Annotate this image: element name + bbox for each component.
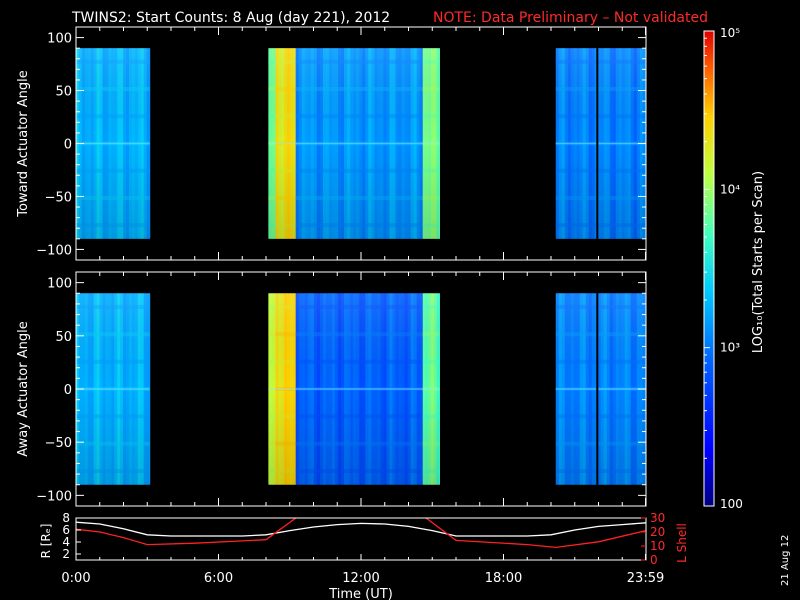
colorbar-tick-label: 10³ xyxy=(720,341,740,355)
y2-tick-label: 30 xyxy=(650,511,665,525)
y-tick-label: 4 xyxy=(62,535,70,549)
y-tick-label: 50 xyxy=(55,330,72,345)
y-tick-label: 100 xyxy=(47,277,72,292)
x-tick-label: 23:59 xyxy=(627,571,664,586)
y2-axis-label: L Shell xyxy=(675,523,689,563)
y-tick-label: 2 xyxy=(62,547,70,561)
y-tick-label: 6 xyxy=(62,523,70,537)
preliminary-note: NOTE: Data Preliminary – Not validated xyxy=(433,10,708,26)
x-tick-label: 6:00 xyxy=(204,571,233,586)
x-tick-label: 0:00 xyxy=(61,571,90,586)
orbit-frame xyxy=(75,517,647,561)
y-tick-label: −50 xyxy=(45,436,72,451)
y-tick-label: −100 xyxy=(36,489,72,504)
x-tick-label: 12:00 xyxy=(342,571,379,586)
colorbar-label: LOG₁₀(Total Starts per Scan) xyxy=(751,171,766,353)
colorbar-tick-label: 100 xyxy=(720,497,743,511)
colorbar: 10⁵ 10⁴ 10³ 100 xyxy=(703,26,743,511)
y-tick-label: 8 xyxy=(62,511,70,525)
y-tick-label: 0 xyxy=(64,138,72,153)
data-gap-line xyxy=(596,293,599,485)
data-gap-line xyxy=(596,48,599,239)
date-stamp: 21 Aug 12 xyxy=(780,535,791,586)
colorbar-gradient xyxy=(703,30,715,507)
y-tick-label: −100 xyxy=(36,243,72,258)
y2-tick-label: 10 xyxy=(650,539,665,553)
toward-panel: 100 50 0 −50 −100 Toward Actuator Angle xyxy=(16,26,647,261)
colorbar-tick-label: 10⁴ xyxy=(720,182,740,196)
x-axis-label: Time (UT) xyxy=(328,587,393,600)
y-axis-label: Away Actuator Angle xyxy=(16,321,31,456)
r-line xyxy=(76,521,646,537)
colorbar-tick-label: 10⁵ xyxy=(720,26,740,40)
y-axis-label: Toward Actuator Angle xyxy=(16,70,31,217)
x-tick-label: 18:00 xyxy=(485,571,522,586)
y-tick-label: 0 xyxy=(64,383,72,398)
l-shell-line xyxy=(76,518,646,549)
away-panel: 100 50 0 −50 −100 Away Actuator Angle xyxy=(16,271,647,507)
y-tick-label: 100 xyxy=(47,32,72,47)
figure-title: TWINS2: Start Counts: 8 Aug (day 221), 2… xyxy=(71,10,390,26)
y2-tick-label: 20 xyxy=(650,525,665,539)
y-axis-label: R [Rₑ] xyxy=(39,524,53,559)
y-tick-label: 50 xyxy=(55,85,72,100)
y2-tick-label: 0 xyxy=(650,553,658,567)
y-tick-label: −50 xyxy=(45,190,72,205)
